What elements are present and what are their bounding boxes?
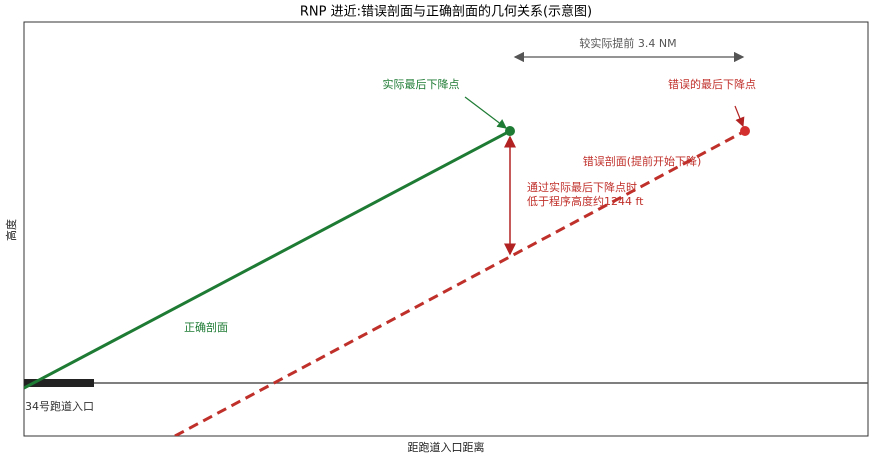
actual-fap-label: 实际最后下降点 xyxy=(383,77,460,91)
actual-fap-point xyxy=(505,126,515,136)
correct-profile xyxy=(24,129,511,390)
threshold-label: 34号跑道入口 xyxy=(25,399,94,413)
y-axis-label: 高度 xyxy=(4,219,18,241)
height-note: 通过实际最后下降点时 xyxy=(527,180,637,194)
plot-area xyxy=(24,129,868,436)
wrong-fap-label: 错误的最后下降点 xyxy=(668,77,756,91)
wrong-profile xyxy=(174,129,746,436)
wrong-profile-label: 错误剖面(提前开始下降) xyxy=(583,154,702,168)
wrong-fap-point xyxy=(740,126,750,136)
height-note: 低于程序高度约1244 ft xyxy=(527,194,644,208)
actual-fap-arrow xyxy=(464,96,507,129)
plot-frame xyxy=(23,21,869,437)
correct-profile-label: 正确剖面 xyxy=(184,320,228,334)
wrong-fap-arrow xyxy=(734,105,745,128)
x-axis-label: 距跑道入口距离 xyxy=(408,440,485,454)
chart-title: RNP 进近:错误剖面与正确剖面的几何关系(示意图) xyxy=(300,4,592,20)
offset-label: 较实际提前 3.4 NM xyxy=(579,36,676,50)
